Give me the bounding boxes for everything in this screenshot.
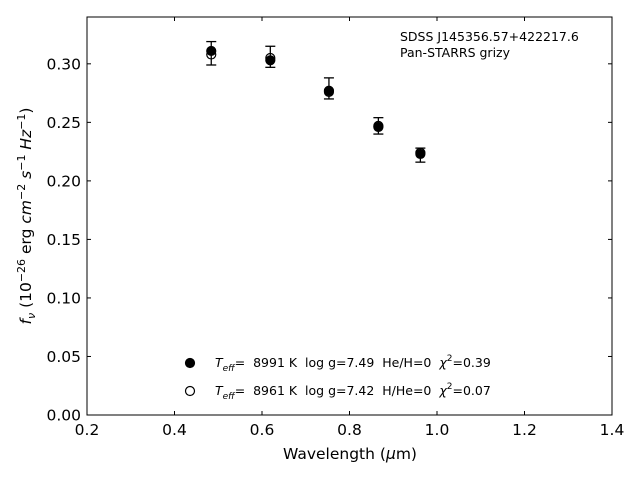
y-tick-label: 0.05	[46, 348, 81, 366]
data-point-open	[323, 86, 335, 98]
data-point-open	[206, 49, 217, 60]
data-point-open	[415, 147, 426, 158]
x-tick-label: 0.8	[337, 421, 362, 439]
data-point-open	[265, 52, 276, 64]
y-tick-label: 0.20	[46, 172, 81, 190]
legend-entry-1: Teff= 8991 K log g=7.49 He/H=0 χ2=0.39	[215, 354, 491, 374]
x-tick-label: 1.0	[425, 421, 450, 439]
annotation-line-2: Pan-STARRS grizy	[400, 45, 511, 60]
y-tick-label: 0.00	[46, 407, 81, 425]
x-tick-label: 1.2	[512, 421, 537, 439]
data-marks	[206, 40, 426, 163]
legend-marker-open	[184, 385, 196, 397]
x-tick-label: 0.2	[75, 421, 100, 439]
x-axis-label: Wavelength (μm)	[283, 445, 417, 463]
y-tick-label: 0.10	[46, 289, 81, 307]
x-tick-label: 0.6	[250, 421, 275, 439]
y-tick-label: 0.15	[46, 231, 81, 249]
y-tick-label: 0.30	[46, 55, 81, 73]
x-tick-label: 0.4	[162, 421, 187, 439]
data-point-filled	[206, 45, 217, 57]
legend: Teff= 8991 K log g=7.49 He/H=0 χ2=0.39 T…	[184, 354, 491, 402]
x-tick-label: 1.4	[600, 421, 625, 439]
legend-marker-filled	[184, 357, 196, 369]
data-point-open	[373, 120, 384, 131]
y-axis-label: fν (10−26 erg cm−2 s−1 Hz−1)	[15, 108, 38, 325]
legend-entry-2: Teff= 8961 K log g=7.42 H/He=0 χ2=0.07	[215, 382, 491, 402]
axis-ticks: 0.2 0.4 0.6 0.8 1.0 1.2 1.4 0.00 0.05 0.10 0.15 0.2…	[46, 17, 624, 439]
y-tick-label: 0.25	[46, 114, 81, 132]
annotation-line-1: SDSS J145356.57+422217.6	[400, 29, 579, 44]
